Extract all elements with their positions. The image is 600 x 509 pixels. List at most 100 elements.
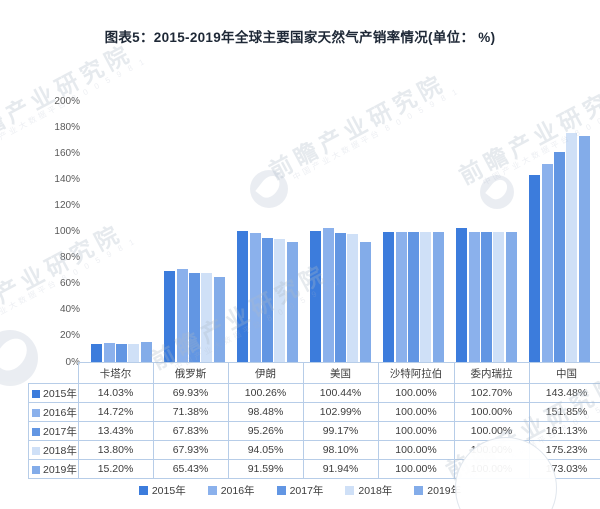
table-value-cell: 94.05% <box>227 440 304 460</box>
legend-label: 2019年 <box>427 485 462 497</box>
chart-title: 图表5：2015-2019年全球主要国家天然气产销率情况(单位： %) <box>104 30 496 45</box>
bar-2019年-沙特阿拉伯 <box>432 231 444 362</box>
table-value-cell: 95.26% <box>227 421 304 441</box>
table-value-cell: 100.26% <box>227 383 304 403</box>
legend: 2015年 2016年 2017年 2018年 2019年 <box>0 483 600 498</box>
bar-2016年-中国 <box>541 163 553 362</box>
table-value-cell: 13.43% <box>77 421 154 441</box>
legend-item-2018年: 2018年 <box>345 483 392 498</box>
legend-item-2017年: 2017年 <box>276 483 324 498</box>
plot-area <box>85 101 596 362</box>
y-axis-tick-label: 60% <box>59 278 80 290</box>
table-value-cell: 100.44% <box>302 383 379 403</box>
legend-swatch-icon <box>276 486 286 495</box>
table-header-country: 俄罗斯 <box>152 362 229 384</box>
legend-item-2015年: 2015年 <box>138 483 186 498</box>
table-value-cell: 65.43% <box>152 459 229 479</box>
bar-2015年-沙特阿拉伯 <box>383 231 395 362</box>
bar-2019年-中国 <box>578 136 590 362</box>
table-row: 2017年 13.43% 67.83% 95.26% 99.17% 100.00% 100.… <box>28 421 600 441</box>
table-row-label: 2015年 <box>28 383 79 403</box>
table-value-cell: 151.85% <box>528 402 600 422</box>
y-axis-tick-label: 80% <box>59 252 80 264</box>
table-row: 2016年 14.72% 71.38% 98.48% 102.99% 100.00% 100… <box>28 402 600 422</box>
bar-2015年-美国 <box>310 230 322 362</box>
legend-swatch-icon <box>207 486 217 495</box>
legend-item-2016年: 2016年 <box>207 483 255 498</box>
table-value-cell: 100.00% <box>453 459 530 479</box>
legend-label: 2018年 <box>358 485 393 497</box>
table-value-cell: 69.93% <box>152 383 229 403</box>
table-row: 2018年 13.80% 67.93% 94.05% 98.10% 100.00% 100.… <box>28 440 600 460</box>
bar-2015年-俄罗斯 <box>164 270 176 362</box>
bar-2019年-伊朗 <box>286 242 298 362</box>
series-swatch-icon <box>32 389 40 398</box>
data-table: 卡塔尔 俄罗斯 伊朗 美国 沙特阿拉伯 委内瑞拉 中国 2015年 14.03% 69.93% 10… <box>28 362 600 479</box>
table-value-cell: 98.48% <box>227 402 304 422</box>
bar-2016年-卡塔尔 <box>103 342 115 362</box>
bar-2016年-伊朗 <box>249 233 261 362</box>
table-header-country: 美国 <box>302 362 379 384</box>
bar-2016年-美国 <box>322 227 334 362</box>
table-value-cell: 14.72% <box>77 402 154 422</box>
bar-2017年-俄罗斯 <box>189 273 200 362</box>
table-value-cell: 173.03% <box>528 459 600 479</box>
bar-2016年-委内瑞拉 <box>468 231 480 362</box>
bar-2019年-委内瑞拉 <box>505 231 517 362</box>
table-value-cell: 143.48% <box>528 383 600 403</box>
table-value-cell: 100.00% <box>377 383 455 403</box>
table-value-cell: 100.00% <box>453 421 530 441</box>
table-value-cell: 161.13% <box>528 421 600 441</box>
bar-2017年-委内瑞拉 <box>481 231 492 362</box>
table-value-cell: 13.80% <box>77 440 154 460</box>
series-swatch-icon <box>32 465 40 474</box>
legend-label: 2015年 <box>151 485 186 497</box>
series-swatch-icon <box>32 427 40 436</box>
bar-2016年-俄罗斯 <box>176 268 188 362</box>
bar-2018年-中国 <box>566 133 578 362</box>
bar-2018年-委内瑞拉 <box>493 231 505 362</box>
table-value-cell: 100.00% <box>453 440 530 460</box>
table-header-country: 沙特阿拉伯 <box>377 362 455 384</box>
bar-2017年-沙特阿拉伯 <box>408 231 419 362</box>
legend-label: 2017年 <box>289 485 324 497</box>
table-value-cell: 15.20% <box>77 459 154 479</box>
bar-2015年-中国 <box>529 174 541 362</box>
table-row-label: 2018年 <box>28 440 79 460</box>
bar-2019年-美国 <box>359 242 371 362</box>
series-swatch-icon <box>32 446 40 455</box>
table-value-cell: 100.00% <box>453 402 530 422</box>
table-value-cell: 91.59% <box>227 459 304 479</box>
table-value-cell: 98.10% <box>302 440 379 460</box>
legend-swatch-icon <box>414 486 424 495</box>
bar-2015年-委内瑞拉 <box>456 227 468 362</box>
y-axis-tick-label: 160% <box>54 147 80 159</box>
legend-item-2019年: 2019年 <box>414 483 461 498</box>
bar-2017年-美国 <box>335 232 346 362</box>
table-value-cell: 99.17% <box>302 421 379 441</box>
table-corner-cell <box>29 363 79 384</box>
table-header-country: 伊朗 <box>227 362 304 384</box>
table-row-label: 2016年 <box>28 402 79 422</box>
table-header-country: 委内瑞拉 <box>453 362 530 384</box>
table-value-cell: 14.03% <box>77 383 154 403</box>
table-value-cell: 67.83% <box>152 421 229 441</box>
table-value-cell: 102.70% <box>453 383 530 403</box>
y-axis-tick-label: 200% <box>54 95 80 107</box>
bar-2019年-俄罗斯 <box>213 276 225 362</box>
y-axis-tick-label: 20% <box>59 330 80 342</box>
bar-2017年-卡塔尔 <box>116 344 127 362</box>
table-value-cell: 91.94% <box>302 459 379 479</box>
table-header-row: 卡塔尔 俄罗斯 伊朗 美国 沙特阿拉伯 委内瑞拉 中国 <box>29 362 600 384</box>
bar-2016年-沙特阿拉伯 <box>395 231 407 362</box>
y-axis-tick-label: 120% <box>54 199 80 211</box>
table-value-cell: 100.00% <box>377 402 455 422</box>
table-value-cell: 100.00% <box>377 440 455 460</box>
bar-2015年-卡塔尔 <box>91 343 103 362</box>
series-swatch-icon <box>32 408 40 417</box>
table-row: 2019年 15.20% 65.43% 91.59% 91.94% 100.00% 100.… <box>28 459 600 479</box>
table-header-country: 卡塔尔 <box>77 362 154 384</box>
bar-2018年-卡塔尔 <box>128 344 140 362</box>
y-axis-tick-label: 40% <box>59 304 80 316</box>
table-value-cell: 100.00% <box>377 459 455 479</box>
